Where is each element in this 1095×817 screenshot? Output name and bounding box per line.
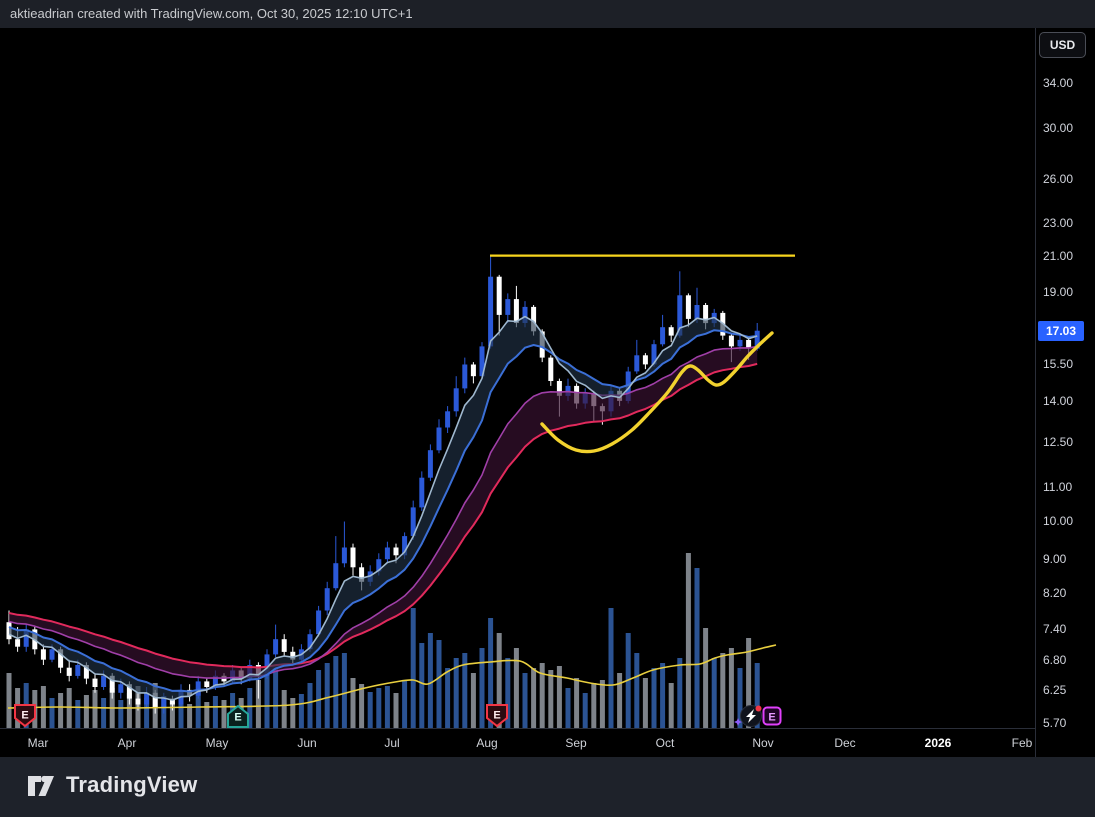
time-tick: Oct — [655, 736, 675, 750]
time-tick: Nov — [752, 736, 774, 750]
price-tick: 12.50 — [1043, 434, 1074, 449]
ma-ribbon-pink — [8, 345, 758, 679]
price-tick: 21.00 — [1043, 248, 1074, 263]
time-tick: Jul — [384, 736, 400, 750]
earnings-marker-up[interactable]: E — [227, 704, 249, 728]
currency-button[interactable]: USD — [1039, 32, 1086, 58]
cup-and-handle-drawing[interactable] — [540, 331, 774, 454]
time-tick: Feb — [1011, 736, 1033, 750]
price-tick: 30.00 — [1043, 120, 1074, 135]
upcoming-event-flash-icon[interactable] — [734, 705, 762, 727]
time-tick: Sep — [565, 736, 587, 750]
earnings-letter: E — [768, 711, 775, 723]
price-tick: 15.50 — [1043, 357, 1074, 372]
earnings-letter: E — [493, 709, 500, 721]
tradingview-logo-icon — [28, 775, 54, 796]
last-price-label: 17.03 — [1038, 320, 1084, 341]
earnings-marker-down[interactable]: E — [14, 704, 36, 728]
price-tick: 6.80 — [1043, 652, 1067, 667]
price-tick: 8.20 — [1043, 585, 1067, 600]
upcoming-earnings-marker[interactable]: E — [762, 706, 782, 726]
tradingview-logo[interactable]: TradingView — [26, 771, 197, 799]
time-tick: Aug — [476, 736, 498, 750]
price-tick: 23.00 — [1043, 216, 1074, 231]
price-tick: 34.00 — [1043, 76, 1074, 90]
attribution-bar: aktieadrian created with TradingView.com… — [0, 0, 1095, 28]
price-tick: 19.00 — [1043, 284, 1074, 299]
price-tick: 6.25 — [1043, 682, 1067, 697]
price-axis[interactable]: USD 34.00 30.00 26.00 23.00 21.00 19.00 15.50 1… — [1035, 28, 1095, 757]
price-tick: 10.00 — [1043, 514, 1074, 529]
earnings-marker-down[interactable]: E — [486, 704, 508, 728]
earnings-letter: E — [21, 709, 28, 721]
tradingview-logo-text: TradingView — [66, 772, 198, 797]
time-tick: Dec — [834, 736, 856, 750]
volume-ma-line — [7, 644, 777, 709]
bottom-bar: TradingView — [0, 757, 1095, 817]
price-tick: 26.00 — [1043, 172, 1074, 187]
price-tick: 11.00 — [1043, 480, 1073, 495]
time-axis[interactable]: Mar Apr May Jun Jul Aug Sep Oct Nov Dec 2026 Feb — [0, 728, 1035, 757]
time-tick: Jun — [297, 736, 317, 750]
price-tick: 9.00 — [1043, 552, 1067, 567]
time-tick: Mar — [27, 736, 49, 750]
price-tick: 7.40 — [1043, 622, 1067, 637]
price-tick: 5.70 — [1043, 715, 1067, 730]
attribution-text: aktieadrian created with TradingView.com… — [10, 6, 413, 21]
time-tick: 2026 — [924, 736, 952, 750]
ma-ribbon-blue — [8, 315, 758, 701]
earnings-letter: E — [234, 711, 241, 723]
time-tick: May — [205, 736, 229, 750]
time-tick: Apr — [117, 736, 137, 750]
price-tick: 14.00 — [1043, 393, 1074, 408]
